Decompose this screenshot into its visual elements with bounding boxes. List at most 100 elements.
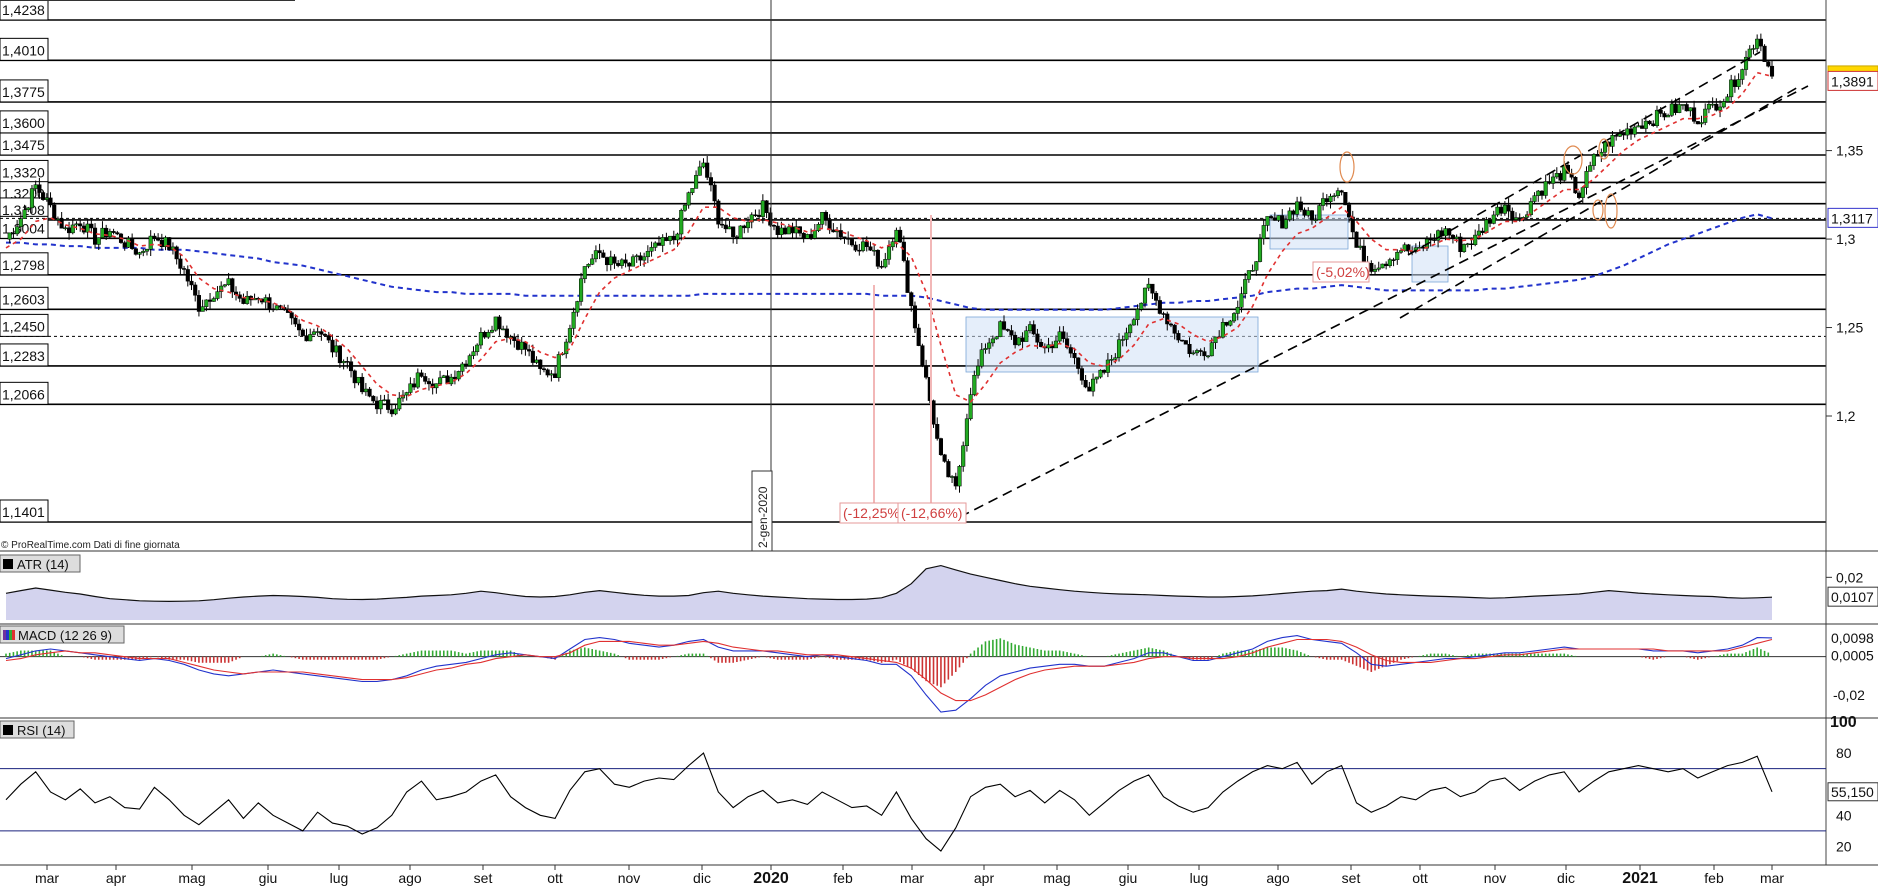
annotation-label: (-12,25%) bbox=[843, 505, 904, 521]
candle-body bbox=[1729, 79, 1734, 98]
candle-body bbox=[1602, 141, 1608, 153]
candle-body bbox=[1009, 330, 1014, 336]
candle-body bbox=[571, 311, 576, 329]
candle-body bbox=[604, 257, 610, 266]
highlight-ellipses bbox=[1339, 138, 1618, 229]
candle-body bbox=[1372, 269, 1378, 272]
candle-body bbox=[1035, 333, 1040, 343]
candle-body bbox=[185, 269, 190, 282]
atr-area bbox=[6, 565, 1772, 620]
trendline-channel-upper bbox=[1407, 51, 1761, 256]
candle-body bbox=[41, 192, 46, 200]
candle-body bbox=[356, 376, 361, 384]
candle-body bbox=[1361, 245, 1366, 263]
candle-body bbox=[901, 241, 906, 261]
ellipse-marker bbox=[1604, 193, 1618, 229]
candle-body bbox=[1643, 120, 1648, 129]
candle-body bbox=[1654, 109, 1660, 127]
ellipse-marker bbox=[1563, 145, 1583, 175]
candle-body bbox=[653, 242, 658, 248]
candle-body bbox=[241, 298, 246, 304]
candle-body bbox=[1024, 330, 1029, 342]
candle-body bbox=[872, 249, 877, 252]
candle-body bbox=[538, 359, 543, 369]
candle-body bbox=[1680, 104, 1686, 106]
candle-body bbox=[1243, 279, 1248, 294]
candle-body bbox=[1462, 244, 1467, 252]
time-tick-label: set bbox=[1342, 870, 1361, 886]
candle-body bbox=[467, 355, 472, 366]
candle-body bbox=[471, 351, 476, 356]
candle-body bbox=[152, 235, 157, 238]
candle-body bbox=[1695, 121, 1700, 125]
time-tick-label: mar bbox=[1760, 870, 1784, 886]
candle-body bbox=[115, 232, 120, 235]
candle-body bbox=[348, 361, 354, 372]
candle-body bbox=[1769, 65, 1775, 77]
ma-short-line bbox=[5, 71, 1773, 403]
candle-body bbox=[753, 214, 758, 217]
candle-body bbox=[267, 297, 272, 310]
candle-body bbox=[786, 226, 791, 235]
macd-badge-label: 0,0005 bbox=[1831, 648, 1874, 664]
candle-body bbox=[1053, 340, 1059, 349]
time-tick-label: feb bbox=[1704, 870, 1724, 886]
candle-body bbox=[1658, 109, 1663, 114]
candle-body bbox=[898, 229, 903, 243]
rsi-badge-label: 55,150 bbox=[1831, 784, 1874, 800]
candle-body bbox=[237, 294, 242, 299]
atr-series: ATR (14) 0,02 0,0107 bbox=[0, 554, 1878, 620]
candle-body bbox=[404, 392, 409, 396]
candle-body bbox=[1766, 61, 1771, 67]
candle-body bbox=[1039, 342, 1044, 347]
candle-body bbox=[549, 373, 554, 376]
candle-body bbox=[1517, 217, 1522, 219]
candle-body bbox=[1131, 319, 1136, 326]
candle-body bbox=[612, 256, 617, 264]
candle-body bbox=[200, 306, 205, 312]
candle-body bbox=[293, 317, 298, 325]
candle-body bbox=[219, 285, 224, 292]
candle-body bbox=[96, 237, 101, 245]
candle-body bbox=[415, 372, 420, 388]
candle-body bbox=[990, 338, 995, 344]
candle-body bbox=[393, 408, 398, 415]
candle-body bbox=[1358, 245, 1363, 248]
candle-body bbox=[1591, 153, 1596, 166]
rsi-line bbox=[5, 752, 1773, 852]
macd-title-swatch bbox=[12, 630, 15, 640]
candle-body bbox=[705, 162, 710, 178]
ellipse-marker bbox=[1598, 138, 1610, 160]
candle-body bbox=[1387, 259, 1392, 267]
candle-body bbox=[1191, 352, 1196, 355]
candle-body bbox=[1206, 355, 1211, 358]
candle-body bbox=[1628, 128, 1634, 135]
candle-body bbox=[823, 211, 828, 221]
candle-body bbox=[1280, 215, 1285, 229]
candle-body bbox=[1506, 204, 1511, 212]
time-tick-label: dic bbox=[693, 870, 711, 886]
candle-body bbox=[144, 249, 150, 252]
candle-body bbox=[419, 372, 424, 377]
candle-body bbox=[642, 256, 647, 261]
macd-title: MACD (12 26 9) bbox=[18, 628, 112, 643]
candle-body bbox=[89, 223, 94, 229]
date-marker: 2-gen-2020 bbox=[751, 470, 773, 552]
candle-body bbox=[100, 227, 105, 238]
candle-body bbox=[208, 299, 213, 302]
price-tick-label: 1,3 bbox=[1836, 231, 1856, 247]
level-label: 1,3320 bbox=[2, 164, 45, 180]
candle-body bbox=[226, 278, 231, 286]
time-tick-label: dic bbox=[1557, 870, 1575, 886]
level-label-box bbox=[0, 132, 49, 156]
candle-body bbox=[957, 466, 962, 487]
candle-body bbox=[1406, 244, 1411, 252]
candle-body bbox=[1065, 338, 1070, 348]
candle-body bbox=[530, 350, 535, 363]
atr-title-box bbox=[0, 554, 81, 573]
candle-body bbox=[1168, 323, 1174, 326]
candle-body bbox=[1172, 324, 1177, 334]
candle-body bbox=[979, 349, 984, 367]
level-label-box bbox=[0, 252, 49, 276]
